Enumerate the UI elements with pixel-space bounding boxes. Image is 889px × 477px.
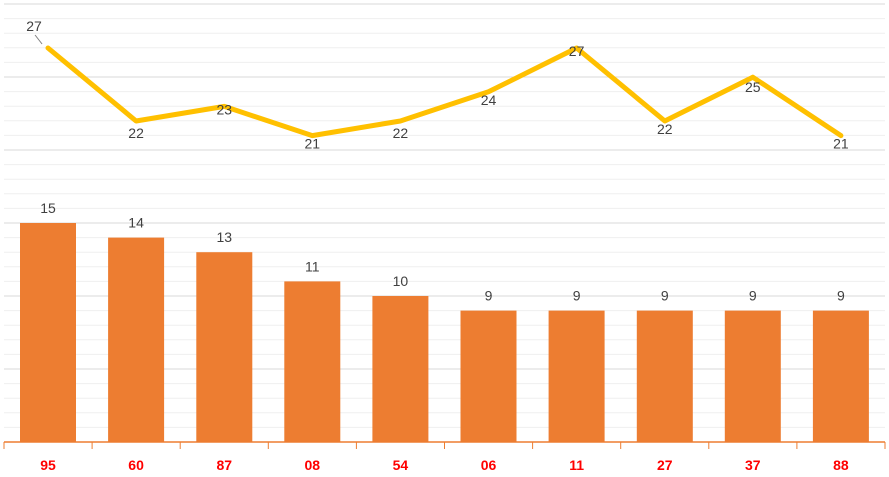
line-data-label: 27 <box>569 43 585 59</box>
x-tick-label: 95 <box>40 457 56 473</box>
bar-data-label: 11 <box>305 258 320 274</box>
bar-data-label: 15 <box>40 200 56 216</box>
label-leader-line <box>34 34 43 45</box>
bar <box>460 310 517 442</box>
bar-data-label: 9 <box>661 288 669 304</box>
bar <box>724 310 781 442</box>
bar-data-label: 13 <box>217 229 233 245</box>
bar-data-label: 9 <box>573 288 581 304</box>
x-tick-label: 08 <box>305 457 321 473</box>
bar <box>372 296 429 442</box>
bar-data-label: 10 <box>393 273 409 289</box>
x-tick-label: 06 <box>481 457 497 473</box>
line-data-label: 24 <box>481 92 497 108</box>
line-data-label: 23 <box>217 101 233 117</box>
bar <box>812 310 869 442</box>
line-data-label: 22 <box>128 125 144 141</box>
bar <box>636 310 693 442</box>
x-tick-label: 88 <box>833 457 849 473</box>
line-data-label: 21 <box>833 136 849 152</box>
bar <box>20 223 76 442</box>
bar <box>548 310 605 442</box>
line-series <box>45 45 844 139</box>
bar-data-label: 9 <box>485 288 493 304</box>
x-tick-label: 87 <box>217 457 233 473</box>
x-tick-label: 11 <box>569 457 584 473</box>
bar <box>108 237 165 442</box>
bar <box>196 252 253 442</box>
line-data-label: 25 <box>745 79 761 95</box>
bar <box>284 281 341 442</box>
line-data-label: 21 <box>305 136 321 152</box>
bar-data-label: 9 <box>749 288 757 304</box>
x-tick-label: 37 <box>745 457 761 473</box>
bar-data-label: 9 <box>837 288 845 304</box>
x-tick-label: 27 <box>657 457 673 473</box>
x-tick-label: 54 <box>393 457 409 473</box>
line-data-label: 27 <box>26 18 42 34</box>
line-data-label: 22 <box>393 125 409 141</box>
line-data-label: 22 <box>657 121 673 137</box>
bar-data-label: 14 <box>128 215 144 231</box>
x-tick-label: 60 <box>128 457 144 473</box>
